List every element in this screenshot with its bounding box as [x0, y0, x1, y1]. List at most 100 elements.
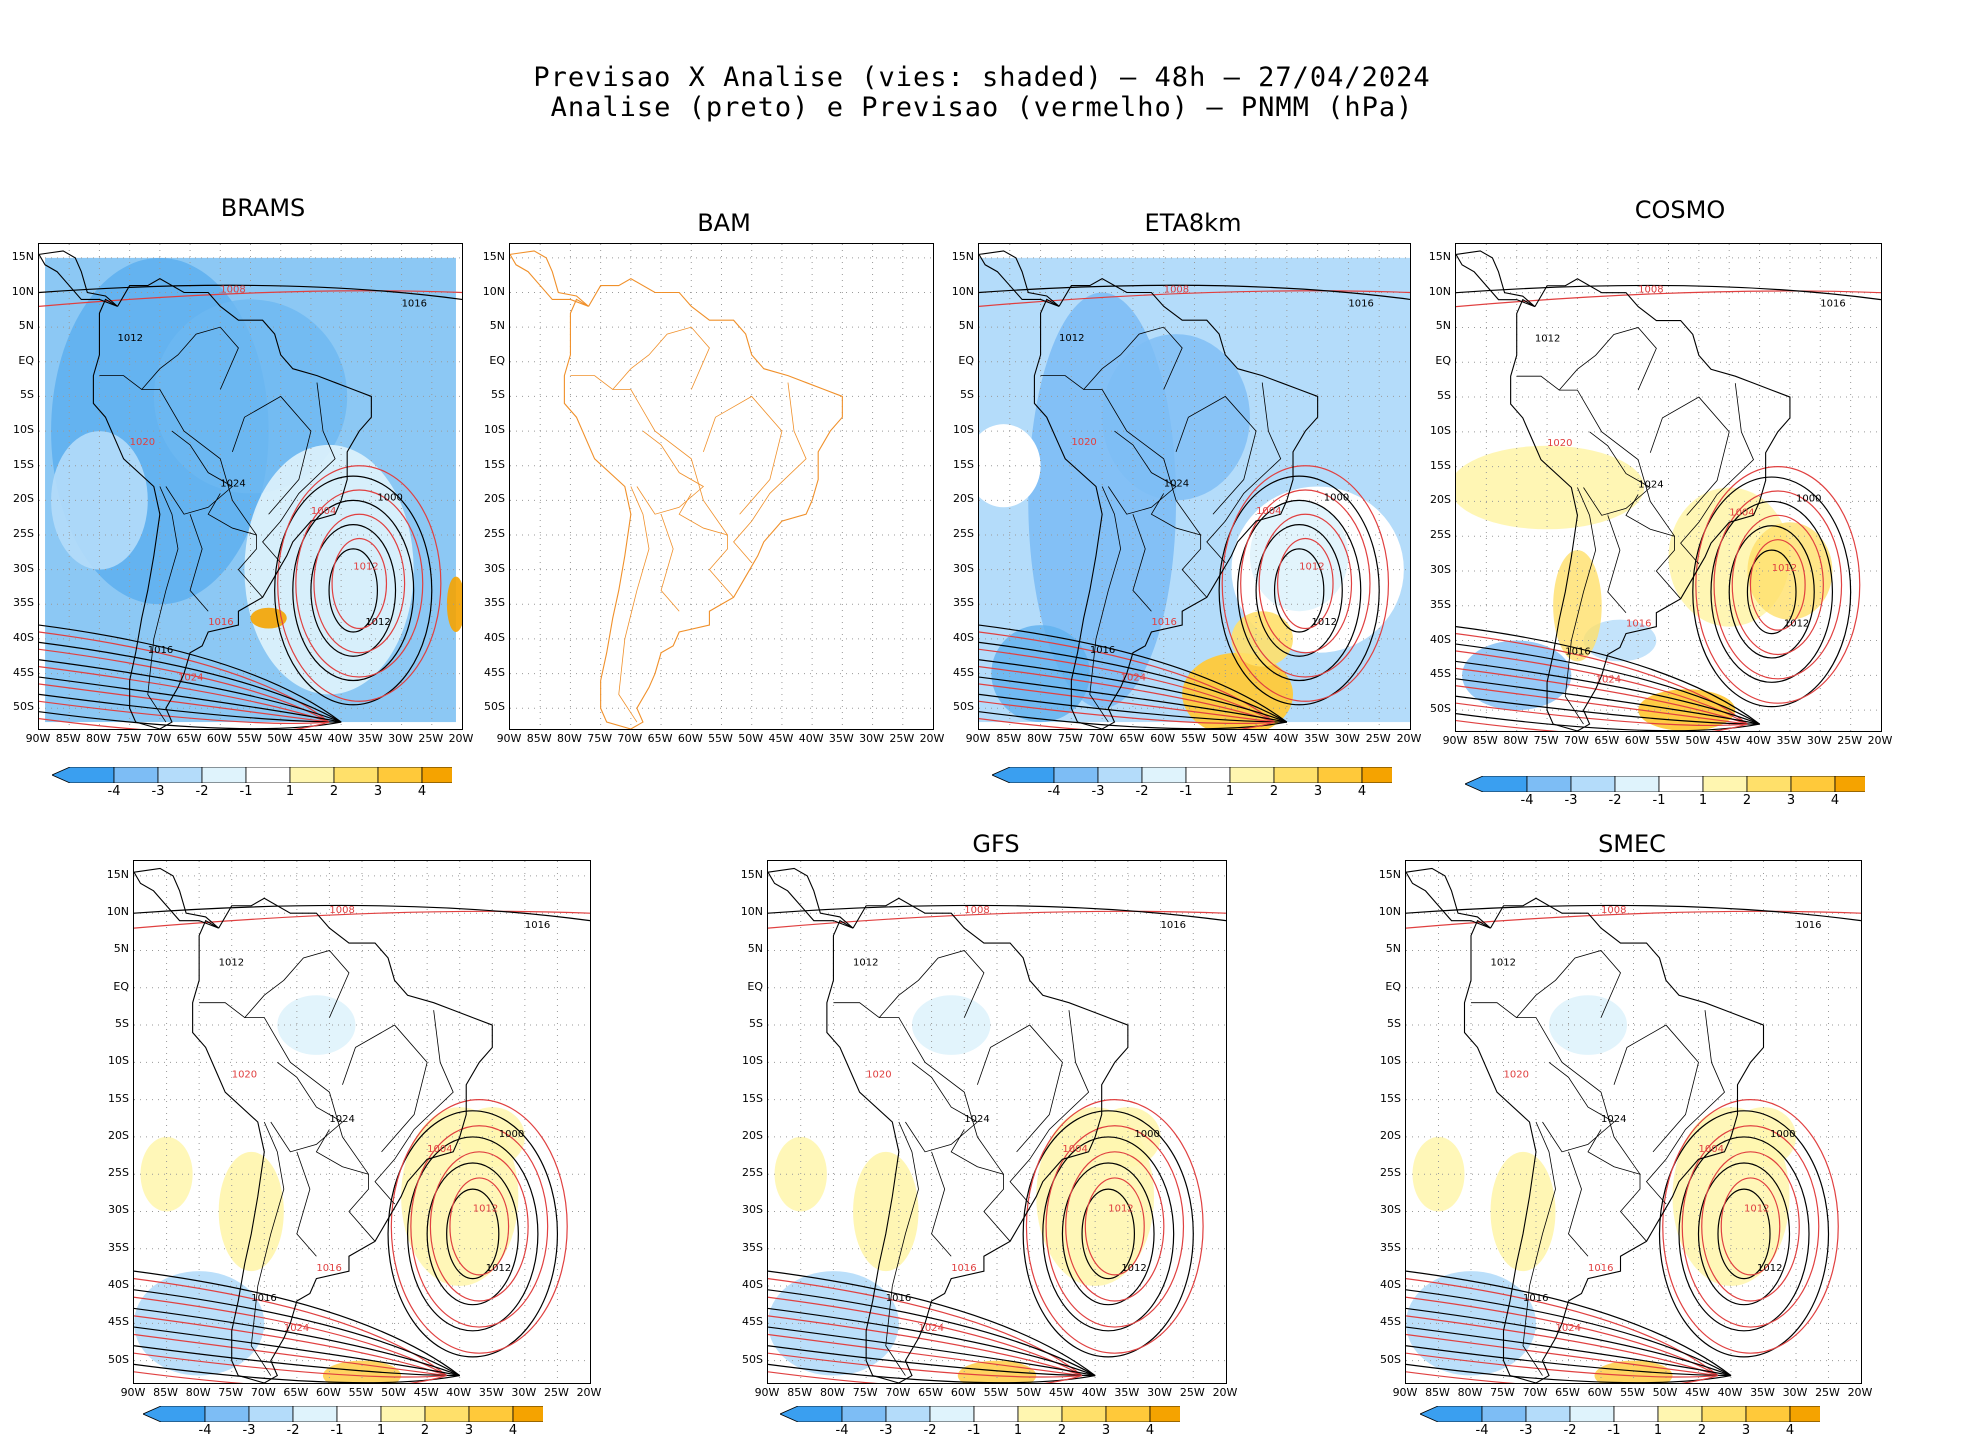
- country-border: [702, 395, 783, 515]
- lon-tick-label: 20W: [1212, 1386, 1238, 1399]
- lat-tick-label: 25S: [108, 1166, 129, 1180]
- isobar-line: [274, 475, 433, 706]
- lon-tick-label: 20W: [919, 732, 945, 745]
- isobar-line: [1456, 633, 1748, 725]
- isobar-line: [768, 1278, 1083, 1377]
- lon-tick-label: 30W: [388, 732, 413, 745]
- colorbar-swatch: [248, 1405, 294, 1423]
- country-border: [1542, 1062, 1615, 1153]
- isobar-label: 1016: [1796, 920, 1821, 931]
- isobar-label: 1024: [178, 673, 203, 684]
- lon-tick-label: 50W: [1652, 1386, 1678, 1399]
- isobar-label: 1024: [1601, 1114, 1626, 1125]
- country-border: [1564, 487, 1597, 725]
- map-canvas: [510, 244, 933, 729]
- isobar-line: [277, 465, 442, 702]
- lat-tick-label: EQ: [489, 353, 505, 367]
- lon-tick-label: 90W: [754, 1386, 780, 1399]
- isobar-line: [1061, 1162, 1155, 1306]
- isobar-label: 1000: [1324, 492, 1349, 503]
- colorbar-label: -1: [1179, 784, 1193, 799]
- isobar-label: 1016: [886, 1293, 911, 1304]
- lon-tick-label: 30W: [1782, 1386, 1808, 1399]
- isobar-label: 1024: [284, 1323, 309, 1334]
- lon-tick-label: 50W: [267, 732, 293, 745]
- map-canvas: 1012 1008 1016 1020 1024 1004 1000 1012 1012 1016…: [1406, 861, 1861, 1383]
- bias-shading: [45, 257, 462, 723]
- colorbar-swatch: [1658, 775, 1704, 793]
- country-border: [1150, 493, 1201, 536]
- bias-shading-area: [1638, 689, 1736, 731]
- lon-tick-label: 85W: [996, 732, 1022, 745]
- isobar-line: [1456, 685, 1748, 725]
- isobar-line: [1240, 489, 1371, 678]
- lon-tick-label: 65W: [1594, 734, 1620, 747]
- colorbar-label: 1: [1653, 1423, 1663, 1438]
- lon-tick-label: 35W: [828, 732, 854, 745]
- colorbar-label: -3: [1091, 784, 1105, 799]
- map-panel: 1012 1008 1016 1020 1024 1004 1000 1012 1012 1016…: [978, 243, 1411, 730]
- isobar-label: 1020: [1504, 1069, 1529, 1080]
- isobar-lines: [134, 904, 590, 1383]
- coastline: [563, 278, 843, 729]
- lat-tick-label: 40S: [742, 1278, 763, 1292]
- isobar-line: [1045, 1125, 1185, 1328]
- coastline: [768, 867, 854, 929]
- panel-title: COSMO: [1634, 196, 1726, 224]
- isobar-line: [768, 910, 1226, 929]
- isobar-label: 1012: [1757, 1263, 1782, 1274]
- lon-tick-label: 60W: [206, 732, 232, 745]
- isobar-label: 1024: [329, 1114, 354, 1125]
- isobar-line: [1042, 1136, 1175, 1332]
- colorbar-label: -3: [1564, 793, 1578, 808]
- country-border: [1645, 1010, 1725, 1205]
- isobar-line: [134, 1352, 447, 1378]
- colorbar-swatch: [201, 766, 247, 784]
- isobar-label: 1016: [951, 1263, 976, 1274]
- lon-tick-label: 70W: [1522, 1386, 1548, 1399]
- lat-tick-label: 10N: [482, 284, 505, 298]
- colorbar-label: -1: [1652, 793, 1666, 808]
- lon-tick-label: 80W: [185, 1386, 211, 1399]
- coastline: [39, 250, 118, 307]
- lon-tick-label: 35W: [1750, 1386, 1775, 1399]
- isobar-line: [979, 659, 1288, 723]
- colorbar-label: -4: [107, 784, 121, 799]
- isobar-line: [1681, 1125, 1820, 1328]
- isobar-label: 1016: [251, 1293, 276, 1304]
- lat-tick-label: 15N: [1428, 249, 1451, 263]
- lat-tick-label: 15S: [108, 1091, 129, 1105]
- lat-tick-label: 45S: [953, 665, 974, 679]
- colorbar-label: -4: [1475, 1423, 1489, 1438]
- isobar-label: 1016: [1523, 1293, 1548, 1304]
- colorbar-swatch: [1419, 1405, 1483, 1423]
- isobar-line: [1456, 719, 1748, 731]
- lon-tick-label: 35W: [1776, 734, 1802, 747]
- isobar-line: [1406, 1333, 1719, 1377]
- bias-shading-area: [1553, 550, 1602, 662]
- colorbar-swatch: [1790, 775, 1836, 793]
- colorbar-swatch: [1481, 1405, 1527, 1423]
- isobar-label: 1024: [1164, 479, 1189, 490]
- isobar-line: [39, 676, 342, 723]
- colorbar-label: -1: [330, 1423, 344, 1438]
- country-border: [207, 493, 257, 536]
- lat-tick-label: EQ: [1385, 979, 1401, 993]
- isobar-line: [979, 641, 1288, 723]
- lat-tick-label: 40S: [13, 630, 34, 644]
- isobar-line: [1406, 1326, 1732, 1377]
- colorbar: -4 -3 -2 -1 1 2 3 4: [779, 1405, 1213, 1440]
- country-border: [1083, 389, 1208, 598]
- country-border: [141, 389, 263, 598]
- lon-tick-label: 25W: [1365, 732, 1391, 745]
- isobar-line: [768, 1371, 1083, 1383]
- lat-tick-label: 30S: [953, 561, 974, 575]
- isobar-line: [1406, 1278, 1719, 1377]
- country-border: [165, 430, 234, 515]
- isobar-label: 1000: [1134, 1129, 1159, 1140]
- isobar-label: 1012: [1772, 563, 1797, 574]
- lon-tick-label: 85W: [55, 732, 81, 745]
- colorbar-swatch: [1745, 1405, 1791, 1423]
- colorbar-swatch: [380, 1405, 426, 1423]
- bias-shading-area: [1182, 652, 1293, 729]
